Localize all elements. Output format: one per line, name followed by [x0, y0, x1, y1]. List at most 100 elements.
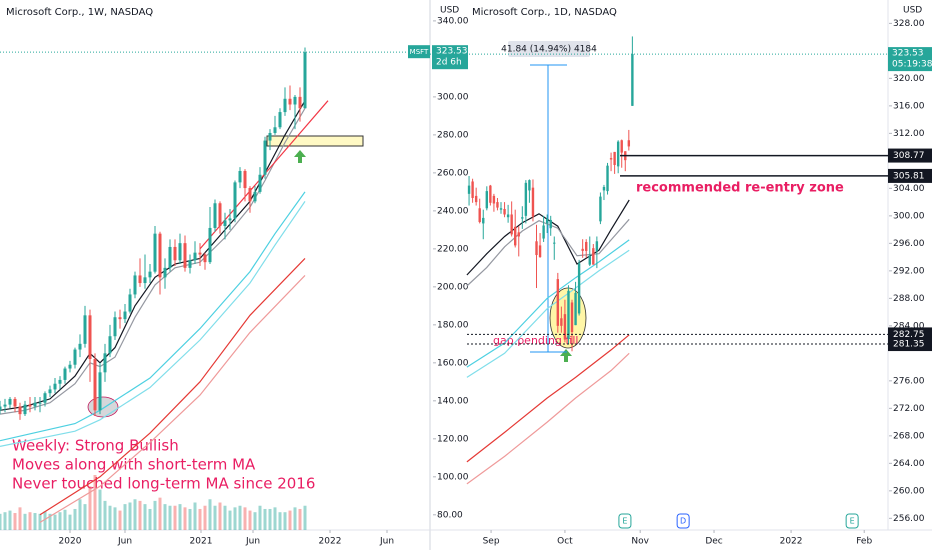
candle-body	[113, 317, 117, 337]
currency: USD	[903, 6, 922, 16]
candle-body	[570, 302, 574, 333]
candle-body	[627, 140, 631, 147]
volume-bar	[218, 502, 222, 530]
volume-bar	[83, 504, 87, 530]
x-tick-label: Dec	[705, 537, 722, 547]
candle-body	[531, 187, 535, 217]
y-tick-label: 316.00	[893, 101, 925, 111]
candle-body	[524, 182, 528, 216]
volume-bar	[303, 505, 307, 530]
y-tick-label: 340.00	[437, 16, 469, 26]
y-tick-label: 292.00	[893, 266, 925, 276]
volume-bar	[113, 507, 117, 530]
candle-body	[158, 233, 162, 278]
x-tick-label: Feb	[856, 537, 872, 547]
volume-bar	[268, 508, 272, 530]
y-tick-label: 304.00	[893, 184, 925, 194]
y-tick-label: 300.00	[893, 211, 925, 221]
candle-body	[574, 292, 577, 326]
y-tick-label: 240.00	[437, 206, 469, 216]
volume-bar	[243, 507, 247, 530]
candle-body	[545, 218, 549, 224]
candle-body	[503, 208, 506, 215]
candle-body	[98, 372, 102, 411]
candle-body	[183, 243, 187, 268]
candle-body	[43, 393, 47, 403]
annotation: Weekly: Strong Bullish	[12, 437, 179, 455]
volume-bar	[128, 502, 132, 530]
x-tick-label: Oct	[557, 537, 573, 547]
candle-body	[303, 52, 307, 109]
moving-average	[466, 218, 630, 287]
candle-body	[631, 54, 634, 106]
y-tick-label: 220.00	[437, 244, 469, 254]
volume-bar	[88, 486, 92, 530]
candle-body	[474, 195, 478, 203]
candle-body	[238, 170, 242, 183]
candle-body	[128, 294, 132, 312]
moving-average	[466, 239, 630, 368]
up-arrow	[294, 150, 306, 163]
candle-body	[556, 279, 560, 326]
zone-box	[266, 135, 364, 147]
volume-bar	[103, 500, 107, 530]
event-marker	[676, 513, 690, 529]
plot-area	[0, 47, 329, 530]
measure-box	[508, 41, 590, 57]
x-tick-label: Jun	[117, 537, 132, 547]
moving-average	[466, 352, 630, 485]
candle-body	[506, 214, 510, 218]
chart-title: Microsoft Corp., 1D, NASDAQ	[472, 7, 617, 18]
volume-bar	[288, 510, 292, 530]
candle-body	[581, 248, 584, 251]
volume-bar	[13, 513, 17, 530]
candle-body	[58, 379, 62, 384]
candle-body	[63, 368, 67, 380]
volume-bar	[248, 510, 252, 530]
volume-bar	[198, 508, 202, 530]
price-tag-label: 282.75	[893, 330, 925, 340]
candle-body	[103, 353, 107, 373]
candle-body	[467, 185, 471, 194]
annotation: recommended re-entry zone	[636, 181, 844, 196]
volume-bar	[78, 499, 82, 530]
candle-body	[203, 254, 207, 263]
candle-body	[278, 112, 282, 128]
candle-body	[193, 252, 197, 261]
volume-bar	[158, 497, 162, 530]
event-label: D	[680, 517, 686, 526]
candle-body	[482, 217, 485, 224]
volume-bar	[118, 510, 122, 530]
y-tick-label: 296.00	[893, 239, 925, 249]
candle-body	[471, 181, 474, 198]
volume-bar	[188, 508, 192, 530]
candle-body	[577, 263, 581, 314]
x-tick-label: 2021	[190, 537, 213, 547]
y-tick-label: 320.00	[893, 74, 925, 84]
volume-bar	[123, 504, 127, 530]
volume-bar	[263, 508, 267, 530]
volume-bar	[3, 512, 7, 530]
y-tick-label: 264.00	[893, 459, 925, 469]
candle-body	[585, 241, 588, 251]
candle-body	[48, 389, 52, 394]
candle-body	[248, 188, 252, 202]
up-arrow	[560, 349, 572, 362]
y-tick-label: 276.00	[893, 376, 925, 386]
volume-bar	[108, 505, 112, 530]
plot-area	[466, 36, 634, 485]
volume-bar	[18, 507, 22, 530]
volume-bar	[23, 513, 27, 530]
volume-bar	[233, 507, 237, 530]
event-label: E	[622, 517, 627, 526]
candle-body	[489, 185, 492, 203]
y-tick-label: 160.00	[437, 358, 469, 368]
volume-bar	[148, 508, 152, 530]
candle-body	[178, 243, 182, 261]
candle-body	[23, 404, 27, 415]
candle-body	[549, 219, 552, 229]
candle-body	[118, 317, 122, 320]
event-marker	[845, 513, 859, 529]
symbol-tag	[408, 45, 430, 59]
